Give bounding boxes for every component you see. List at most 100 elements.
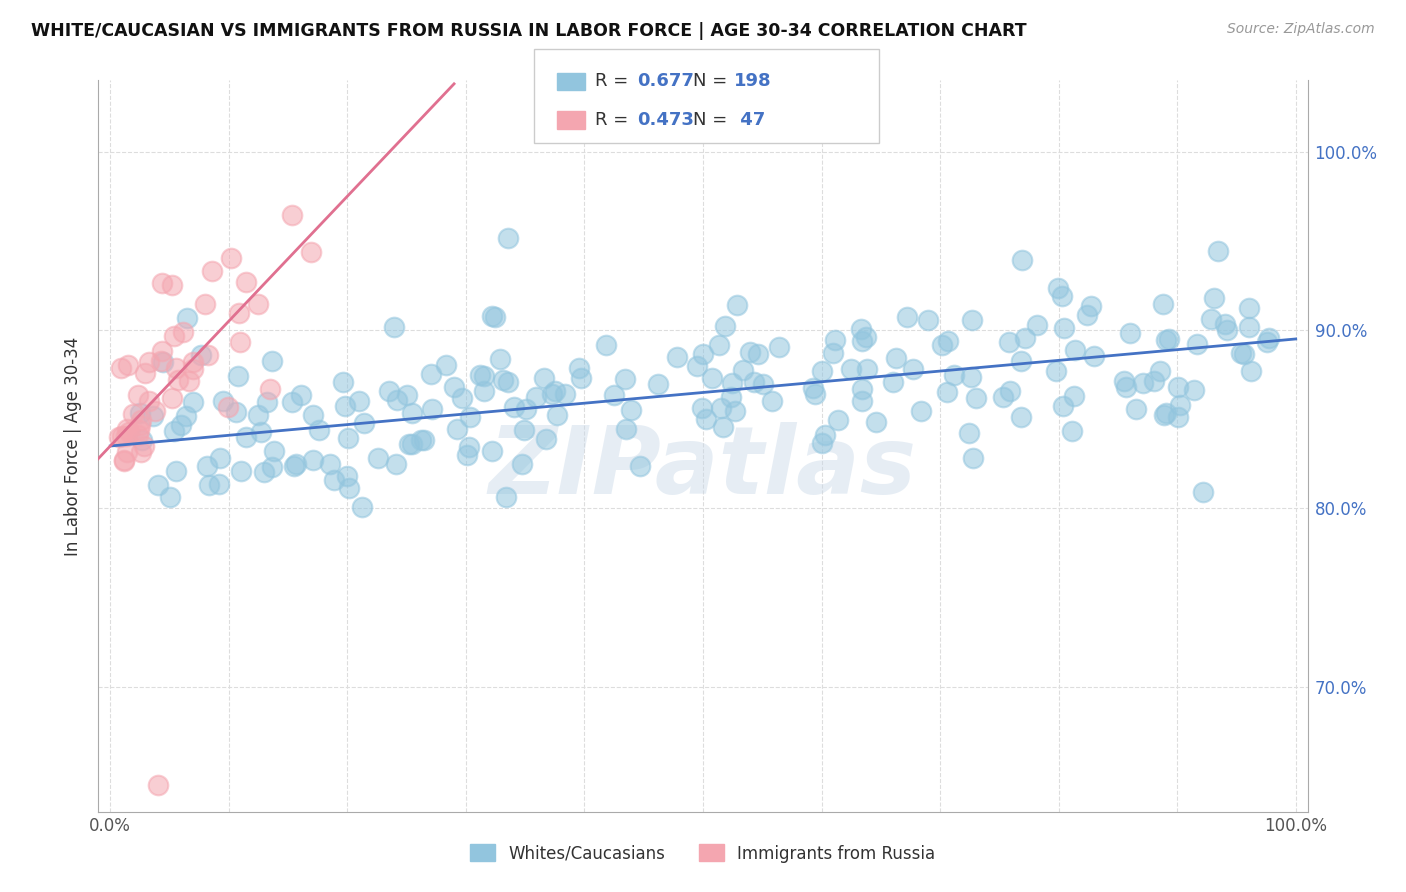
Point bbox=[1063, 389, 1085, 403]
Point bbox=[1154, 407, 1177, 421]
Point bbox=[398, 437, 420, 451]
Point bbox=[1213, 317, 1236, 331]
Point bbox=[385, 393, 408, 408]
Point bbox=[249, 425, 271, 439]
Point bbox=[226, 369, 249, 384]
Point bbox=[1167, 379, 1189, 393]
Point bbox=[943, 368, 966, 382]
Point bbox=[882, 375, 904, 389]
Text: N =: N = bbox=[693, 111, 733, 128]
Point bbox=[108, 430, 131, 444]
Point bbox=[1237, 320, 1260, 334]
Text: 0.473: 0.473 bbox=[637, 111, 693, 128]
Point bbox=[419, 367, 441, 381]
Point bbox=[260, 459, 283, 474]
Point bbox=[353, 416, 375, 430]
Point bbox=[686, 359, 709, 373]
Point bbox=[742, 375, 765, 389]
Point bbox=[129, 406, 152, 420]
Point bbox=[332, 375, 354, 389]
Point bbox=[814, 427, 837, 442]
Point bbox=[957, 426, 980, 441]
Point bbox=[1206, 244, 1229, 258]
Text: WHITE/CAUCASIAN VS IMMIGRANTS FROM RUSSIA IN LABOR FORCE | AGE 30-34 CORRELATION: WHITE/CAUCASIAN VS IMMIGRANTS FROM RUSSI… bbox=[31, 22, 1026, 40]
Point bbox=[177, 374, 200, 388]
Point bbox=[488, 351, 510, 366]
Point bbox=[201, 264, 224, 278]
Point bbox=[1192, 484, 1215, 499]
Point bbox=[152, 355, 174, 369]
Point bbox=[896, 310, 918, 324]
Point bbox=[253, 465, 276, 479]
Point bbox=[122, 407, 145, 421]
Point bbox=[146, 478, 169, 492]
Point bbox=[367, 451, 389, 466]
Point bbox=[152, 277, 174, 291]
Point bbox=[114, 429, 136, 443]
Point bbox=[839, 362, 862, 376]
Point bbox=[378, 384, 401, 399]
Point bbox=[827, 413, 849, 427]
Point bbox=[127, 388, 149, 402]
Point bbox=[385, 457, 408, 471]
Point bbox=[821, 346, 844, 360]
Point bbox=[901, 362, 924, 376]
Point bbox=[472, 384, 495, 398]
Point bbox=[761, 393, 783, 408]
Point bbox=[112, 452, 135, 467]
Point bbox=[665, 350, 688, 364]
Point bbox=[492, 373, 515, 387]
Point bbox=[472, 368, 495, 383]
Point bbox=[412, 433, 434, 447]
Text: ZIPatlas: ZIPatlas bbox=[489, 422, 917, 514]
Point bbox=[628, 458, 651, 473]
Point bbox=[1080, 299, 1102, 313]
Point bbox=[1199, 311, 1222, 326]
Point bbox=[420, 402, 443, 417]
Point bbox=[163, 328, 186, 343]
Point bbox=[211, 394, 233, 409]
Point bbox=[731, 363, 754, 377]
Point bbox=[165, 464, 187, 478]
Point bbox=[181, 362, 204, 376]
Point bbox=[620, 403, 643, 417]
Point bbox=[1011, 253, 1033, 268]
Point bbox=[595, 337, 617, 351]
Point bbox=[166, 373, 188, 387]
Point bbox=[935, 384, 957, 399]
Point bbox=[208, 450, 231, 465]
Point bbox=[195, 459, 218, 474]
Point bbox=[129, 413, 152, 427]
Text: 47: 47 bbox=[734, 111, 765, 128]
Point bbox=[302, 408, 325, 422]
Point bbox=[349, 393, 371, 408]
Point bbox=[128, 418, 150, 433]
Legend: Whites/Caucasians, Immigrants from Russia: Whites/Caucasians, Immigrants from Russi… bbox=[464, 838, 942, 869]
Point bbox=[443, 380, 465, 394]
Point bbox=[810, 436, 832, 450]
Point bbox=[503, 401, 526, 415]
Point bbox=[710, 401, 733, 415]
Point bbox=[1256, 335, 1278, 350]
Point bbox=[128, 423, 150, 437]
Point bbox=[281, 208, 304, 222]
Point bbox=[219, 251, 242, 265]
Point bbox=[165, 361, 187, 376]
Point bbox=[176, 310, 198, 325]
Point bbox=[481, 444, 503, 458]
Point bbox=[692, 347, 714, 361]
Point bbox=[849, 322, 872, 336]
Point bbox=[110, 360, 132, 375]
Point bbox=[129, 445, 152, 459]
Point bbox=[457, 440, 479, 454]
Point bbox=[751, 377, 773, 392]
Point bbox=[1014, 331, 1036, 345]
Point bbox=[495, 491, 517, 505]
Point bbox=[1153, 408, 1175, 422]
Point bbox=[127, 428, 149, 442]
Point bbox=[1240, 364, 1263, 378]
Point bbox=[510, 457, 533, 471]
Point bbox=[851, 334, 873, 349]
Point bbox=[337, 431, 360, 445]
Point bbox=[247, 408, 270, 422]
